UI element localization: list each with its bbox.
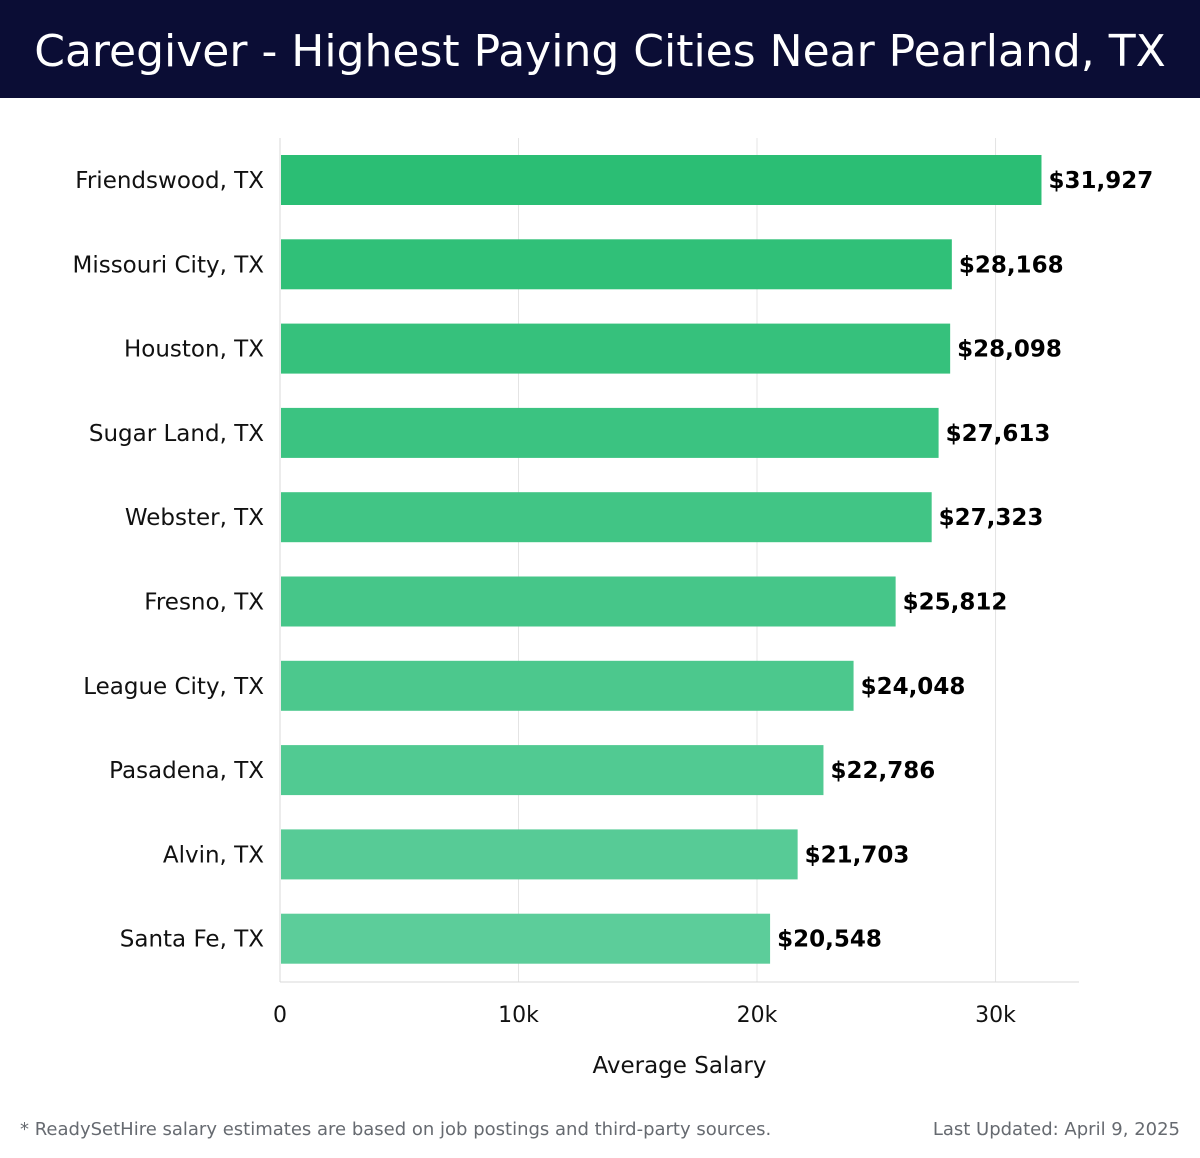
bar-alvin-tx — [281, 829, 798, 880]
x-tick-label: 0 — [273, 1003, 287, 1028]
value-label: $31,927 — [1048, 168, 1153, 194]
x-tick-label: 10k — [498, 1003, 539, 1028]
bar-sugar-land-tx — [281, 407, 939, 458]
value-label: $28,098 — [957, 337, 1062, 363]
bar-friendswood-tx — [281, 155, 1042, 205]
category-label: Missouri City, TX — [72, 252, 264, 278]
value-label: $22,786 — [830, 758, 935, 784]
category-label: Pasadena, TX — [109, 758, 264, 784]
value-label: $28,168 — [959, 252, 1064, 278]
last-updated: Last Updated: April 9, 2025 — [932, 1119, 1180, 1140]
value-label: $21,703 — [805, 842, 910, 868]
x-axis-title: Average Salary — [592, 1053, 766, 1079]
category-label: Friendswood, TX — [75, 168, 264, 194]
category-label: Sugar Land, TX — [89, 421, 264, 447]
bar-pasadena-tx — [281, 745, 824, 796]
page-title: Caregiver - Highest Paying Cities Near P… — [34, 26, 1166, 77]
value-label: $20,548 — [777, 927, 882, 953]
value-label: $24,048 — [861, 674, 966, 700]
bar-chart: Friendswood, TX $31,927 Missouri City, TX $… — [72, 138, 1153, 1079]
value-label: $25,812 — [903, 590, 1008, 616]
value-label: $27,613 — [946, 421, 1051, 447]
x-tick-label: 30k — [975, 1003, 1016, 1028]
header-banner: Caregiver - Highest Paying Cities Near P… — [0, 0, 1200, 98]
bar-missouri-city-tx — [281, 239, 952, 290]
category-label: Fresno, TX — [144, 590, 264, 616]
footer-note: * ReadySetHire salary estimates are base… — [20, 1119, 772, 1140]
category-label: League City, TX — [83, 674, 264, 700]
bar-league-city-tx — [281, 660, 854, 711]
bar-houston-tx — [281, 323, 951, 374]
category-label: Webster, TX — [125, 505, 264, 531]
category-label: Houston, TX — [124, 337, 264, 363]
value-label: $27,323 — [939, 505, 1044, 531]
category-label: Santa Fe, TX — [120, 927, 264, 953]
bar-fresno-tx — [281, 576, 896, 627]
bar-webster-tx — [281, 492, 932, 543]
category-label: Alvin, TX — [163, 842, 264, 868]
x-tick-label: 20k — [737, 1003, 778, 1028]
bar-santa-fe-tx — [281, 913, 771, 964]
